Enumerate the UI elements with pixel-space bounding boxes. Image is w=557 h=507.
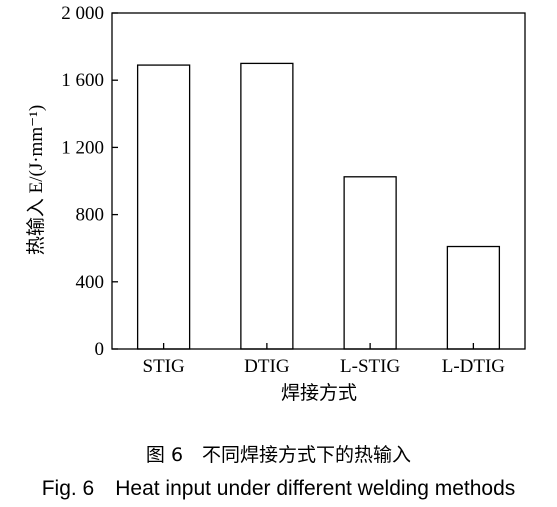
- bar-dtig: [240, 62, 294, 350]
- x-axis-label: 焊接方式: [281, 382, 357, 404]
- bar-l-stig: [343, 176, 397, 350]
- bar-stig: [136, 64, 191, 350]
- figure-caption-chinese: 图 6 不同焊接方式下的热输入: [145, 444, 412, 466]
- x-tick-label-l-dtig: L-DTIG: [442, 356, 506, 377]
- y-tick-label-1200: 1 200: [61, 137, 104, 158]
- plot-frame: [111, 12, 526, 350]
- x-tick-label-l-stig: L-STIG: [340, 356, 400, 377]
- y-axis-label: 热输入 E/(J·mm⁻¹): [25, 105, 47, 255]
- bar-chart: 0 400 800 1 200 1 600 2 000 STIG DTIG L-STIG L-DT…: [25, 3, 526, 404]
- y-tick-label-800: 800: [76, 205, 105, 226]
- y-tick-label-1600: 1 600: [61, 70, 104, 91]
- y-tick-label-2000: 2 000: [61, 3, 104, 24]
- y-tick-label-400: 400: [76, 272, 105, 293]
- bar-l-dtig: [446, 245, 501, 350]
- figure-caption-english: Fig. 6 Heat input under different weldin…: [41, 477, 516, 500]
- x-tick-label-stig: STIG: [143, 356, 186, 377]
- x-tick-label-dtig: DTIG: [244, 356, 290, 377]
- plot-area: 0 400 800 1 200 1 600 2 000 STIG DTIG L-STIG L-DT…: [61, 3, 526, 377]
- y-tick-label-0: 0: [95, 339, 105, 360]
